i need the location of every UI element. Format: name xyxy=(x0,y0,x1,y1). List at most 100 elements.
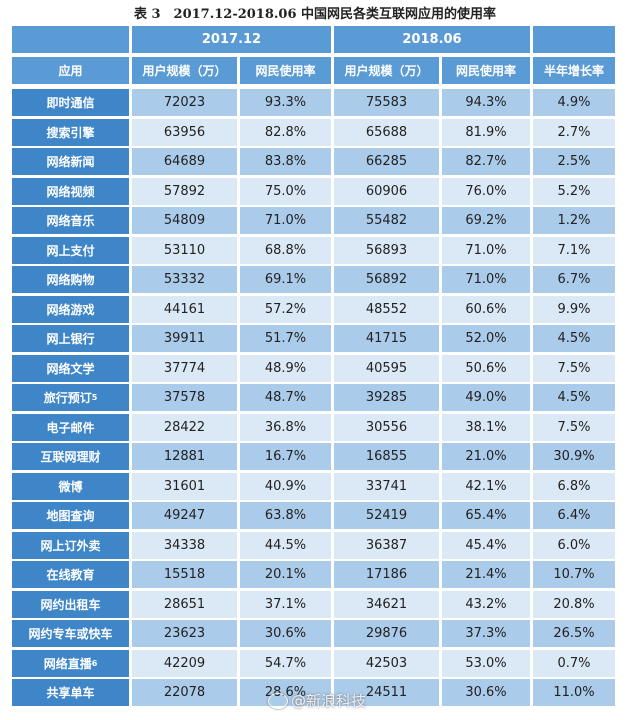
users-2017-cell: 37774 xyxy=(132,354,237,382)
app-name: 网约专车或快车 xyxy=(28,627,113,641)
users-2017-cell: 28651 xyxy=(132,590,237,618)
column-header-users-2018: 用户规模（万） xyxy=(334,57,439,84)
growth-cell: 9.9% xyxy=(533,295,615,323)
app-name-cell: 网络新闻 xyxy=(12,148,129,175)
watermark-text: @新浪科技 xyxy=(291,692,367,710)
app-name: 网络文学 xyxy=(46,361,95,376)
column-header-rate-2017: 网民使用率 xyxy=(240,57,331,84)
app-name: 在线教育 xyxy=(46,568,95,582)
growth-cell: 6.4% xyxy=(533,502,615,529)
app-name: 网上支付 xyxy=(46,243,95,258)
footnote-marker: 6 xyxy=(91,658,98,668)
app-name: 网络音乐 xyxy=(46,214,95,228)
users-2017-cell: 37578 xyxy=(132,384,237,411)
users-2017-cell: 28422 xyxy=(132,413,237,441)
rate-2017-cell: 37.1% xyxy=(240,590,331,618)
growth-cell: 26.5% xyxy=(533,620,615,647)
rate-2017-cell: 48.9% xyxy=(240,354,331,382)
rate-2017-cell: 51.7% xyxy=(240,325,331,352)
users-2018-cell: 60906 xyxy=(334,177,439,205)
growth-cell: 6.0% xyxy=(533,531,615,559)
growth-cell: 11.0% xyxy=(533,679,615,706)
rate-2017-cell: 40.9% xyxy=(240,472,331,500)
app-name-cell: 网络游戏 xyxy=(12,295,129,323)
app-name: 网络新闻 xyxy=(46,155,95,169)
rate-2018-cell: 42.1% xyxy=(442,472,530,500)
usage-table: 2017.12 2018.06 应用 用户规模（万） 网民使用率 用户规模（万）… xyxy=(12,26,615,709)
growth-cell: 6.7% xyxy=(533,266,615,293)
header-period-2017-12: 2017.12 xyxy=(132,26,331,53)
growth-cell: 5.2% xyxy=(533,177,615,205)
app-name: 网上订外卖 xyxy=(40,538,101,553)
growth-cell: 4.5% xyxy=(533,384,615,411)
column-header-users-2017: 用户规模（万） xyxy=(132,57,237,84)
growth-cell: 0.7% xyxy=(533,649,615,677)
rate-2017-cell: 63.8% xyxy=(240,502,331,529)
app-name-cell: 网约出租车 xyxy=(12,590,129,618)
growth-cell: 30.9% xyxy=(533,443,615,470)
rate-2017-cell: 30.6% xyxy=(240,620,331,647)
weibo-logo-icon xyxy=(268,692,288,709)
rate-2018-cell: 71.0% xyxy=(442,266,530,293)
rate-2018-cell: 81.9% xyxy=(442,118,530,146)
column-header-growth: 半年增长率 xyxy=(533,57,615,84)
app-name: 电子邮件 xyxy=(46,420,95,435)
app-name: 旅行预订 xyxy=(43,391,92,405)
header-blank xyxy=(533,26,615,53)
column-header-rate-2018: 网民使用率 xyxy=(442,57,530,84)
rate-2017-cell: 20.1% xyxy=(240,561,331,588)
rate-2017-cell: 93.3% xyxy=(240,89,331,116)
rate-2018-cell: 76.0% xyxy=(442,177,530,205)
rate-2017-cell: 54.7% xyxy=(240,649,331,677)
rate-2018-cell: 69.2% xyxy=(442,207,530,234)
app-name-cell: 网络文学 xyxy=(12,354,129,382)
users-2018-cell: 36387 xyxy=(334,531,439,559)
rate-2018-cell: 53.0% xyxy=(442,649,530,677)
app-name: 网络购物 xyxy=(46,273,95,287)
rate-2018-cell: 82.7% xyxy=(442,148,530,175)
app-name-cell: 互联网理财 xyxy=(12,443,129,470)
users-2017-cell: 53332 xyxy=(132,266,237,293)
rate-2018-cell: 49.0% xyxy=(442,384,530,411)
rate-2018-cell: 37.3% xyxy=(442,620,530,647)
users-2017-cell: 15518 xyxy=(132,561,237,588)
app-name-cell: 网上订外卖 xyxy=(12,531,129,559)
users-2017-cell: 39911 xyxy=(132,325,237,352)
growth-cell: 7.5% xyxy=(533,413,615,441)
users-2017-cell: 42209 xyxy=(132,649,237,677)
rate-2018-cell: 60.6% xyxy=(442,295,530,323)
footnote-marker: 5 xyxy=(91,393,98,402)
app-name-cell: 网约专车或快车 xyxy=(12,620,129,647)
users-2017-cell: 57892 xyxy=(132,177,237,205)
users-2017-cell: 23623 xyxy=(132,620,237,647)
growth-cell: 7.1% xyxy=(533,236,615,264)
rate-2017-cell: 83.8% xyxy=(240,148,331,175)
app-name: 互联网理财 xyxy=(40,450,101,464)
rate-2018-cell: 94.3% xyxy=(442,89,530,116)
app-name-cell: 在线教育 xyxy=(12,561,129,588)
rate-2017-cell: 44.5% xyxy=(240,531,331,559)
rate-2017-cell: 69.1% xyxy=(240,266,331,293)
table-title: 表 3 2017.12-2018.06 中国网民各类互联网应用的使用率 xyxy=(133,7,497,22)
app-name-cell: 网络视频 xyxy=(12,177,129,205)
users-2018-cell: 75583 xyxy=(334,89,439,116)
app-name: 网络游戏 xyxy=(46,302,95,317)
app-name: 搜索引擎 xyxy=(46,125,95,140)
growth-cell: 4.9% xyxy=(533,89,615,116)
users-2018-cell: 66285 xyxy=(334,148,439,175)
users-2018-cell: 33741 xyxy=(334,472,439,500)
rate-2017-cell: 75.0% xyxy=(240,177,331,205)
app-name: 网络直播 xyxy=(43,656,92,671)
app-name-cell: 电子邮件 xyxy=(12,413,129,441)
app-name-cell: 网络直播 6 xyxy=(12,649,129,677)
users-2017-cell: 12881 xyxy=(132,443,237,470)
rate-2017-cell: 68.8% xyxy=(240,236,331,264)
users-2018-cell: 40595 xyxy=(334,354,439,382)
app-name: 网上银行 xyxy=(46,332,95,346)
app-name-cell: 网上银行 xyxy=(12,325,129,352)
app-name: 网络视频 xyxy=(46,184,95,199)
rate-2017-cell: 71.0% xyxy=(240,207,331,234)
users-2017-cell: 72023 xyxy=(132,89,237,116)
rate-2018-cell: 21.4% xyxy=(442,561,530,588)
rate-2018-cell: 43.2% xyxy=(442,590,530,618)
